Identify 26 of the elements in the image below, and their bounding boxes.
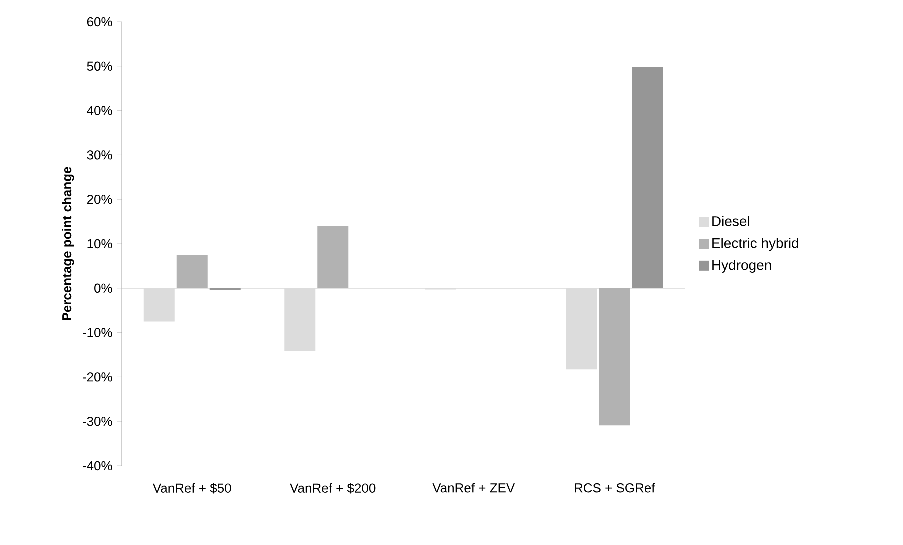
bar: [144, 288, 175, 322]
y-tick-label: 10%: [88, 239, 112, 249]
x-tick-label: VanRef + $50: [152, 483, 232, 494]
y-tick-label: -40%: [83, 461, 112, 471]
bar: [566, 288, 598, 370]
y-tick-label: 50%: [87, 62, 112, 71]
y-tick-label: 0%: [94, 284, 112, 293]
y-axis-title: Percentage point change: [62, 167, 74, 320]
x-tick-label: VanRef + $200: [290, 483, 376, 494]
legend-label: Electric hybrid: [712, 238, 798, 252]
bar: [176, 256, 208, 288]
bar: [632, 67, 664, 288]
legend-label: Diesel: [712, 216, 750, 226]
y-tick-label: -30%: [83, 416, 112, 426]
y-tick-label: -10%: [83, 328, 112, 338]
x-tick-label: VanRef + ZEV: [432, 483, 516, 493]
y-tick-label: 60%: [87, 17, 112, 27]
y-tick-label: 40%: [87, 106, 112, 116]
legend-label: Hydrogen: [712, 260, 772, 274]
x-tick-label: RCS + SGRef: [575, 483, 656, 493]
y-tick-label: 20%: [87, 194, 112, 204]
bar: [599, 288, 630, 426]
bar: [284, 288, 316, 352]
y-tick-label: -20%: [83, 372, 112, 382]
bar: [318, 226, 349, 288]
y-tick-label: 30%: [87, 150, 112, 160]
